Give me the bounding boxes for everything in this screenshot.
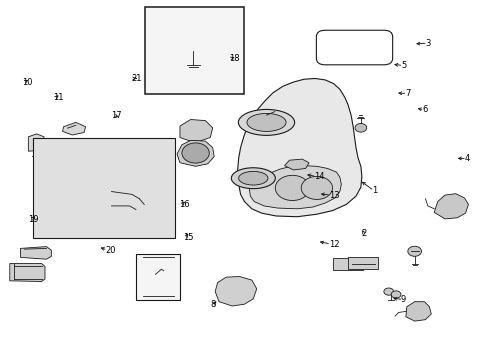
Text: 19: 19 <box>28 215 39 224</box>
Text: 18: 18 <box>228 54 239 63</box>
Polygon shape <box>62 122 85 135</box>
Circle shape <box>182 143 209 163</box>
Ellipse shape <box>238 171 267 185</box>
Polygon shape <box>28 134 44 151</box>
Polygon shape <box>20 247 51 259</box>
Circle shape <box>109 211 115 215</box>
Polygon shape <box>177 140 214 166</box>
Bar <box>149 258 165 261</box>
Circle shape <box>48 178 54 182</box>
Circle shape <box>94 170 106 179</box>
Circle shape <box>135 199 148 208</box>
Ellipse shape <box>246 113 285 131</box>
Circle shape <box>390 291 400 298</box>
Text: 2: 2 <box>361 230 366 239</box>
Text: 7: 7 <box>404 89 409 98</box>
Polygon shape <box>249 166 341 209</box>
Circle shape <box>383 288 393 295</box>
Polygon shape <box>284 159 308 170</box>
Circle shape <box>301 176 332 199</box>
Text: 15: 15 <box>183 233 193 242</box>
Polygon shape <box>10 264 45 282</box>
Text: 14: 14 <box>313 172 324 181</box>
Bar <box>145 7 244 94</box>
Circle shape <box>45 198 51 202</box>
Bar <box>332 258 362 270</box>
Polygon shape <box>171 37 215 50</box>
Polygon shape <box>433 194 468 219</box>
Text: 13: 13 <box>328 191 339 199</box>
Circle shape <box>275 175 309 201</box>
Circle shape <box>41 195 54 204</box>
Text: 11: 11 <box>53 94 63 102</box>
Bar <box>149 291 165 293</box>
Circle shape <box>71 215 77 219</box>
Polygon shape <box>55 181 116 212</box>
Polygon shape <box>180 120 212 141</box>
Circle shape <box>68 212 81 221</box>
Text: 10: 10 <box>22 77 32 86</box>
Text: 16: 16 <box>179 200 190 209</box>
Text: 6: 6 <box>421 105 427 114</box>
Text: 20: 20 <box>105 246 115 255</box>
Text: 8: 8 <box>210 300 215 309</box>
Text: 4: 4 <box>464 154 469 163</box>
Circle shape <box>61 170 74 179</box>
Bar <box>33 138 175 238</box>
Circle shape <box>122 178 127 182</box>
Text: 5: 5 <box>400 61 406 70</box>
Polygon shape <box>215 276 256 306</box>
Circle shape <box>106 208 119 218</box>
Ellipse shape <box>238 109 294 135</box>
Text: 3: 3 <box>425 39 430 48</box>
Circle shape <box>64 172 70 177</box>
Text: 1: 1 <box>371 186 376 195</box>
Ellipse shape <box>231 168 275 189</box>
Text: 17: 17 <box>111 111 122 120</box>
Text: 9: 9 <box>400 295 406 304</box>
Circle shape <box>139 201 144 206</box>
Bar <box>136 254 180 300</box>
Circle shape <box>354 123 366 132</box>
Circle shape <box>118 175 131 185</box>
Circle shape <box>97 172 103 177</box>
Bar <box>144 264 170 284</box>
Polygon shape <box>405 302 430 321</box>
Text: 12: 12 <box>328 240 338 248</box>
Polygon shape <box>237 78 361 217</box>
Bar <box>347 257 378 269</box>
Circle shape <box>45 175 58 185</box>
Circle shape <box>146 194 152 198</box>
Circle shape <box>407 246 421 256</box>
Text: 21: 21 <box>131 74 141 83</box>
Circle shape <box>142 192 155 201</box>
